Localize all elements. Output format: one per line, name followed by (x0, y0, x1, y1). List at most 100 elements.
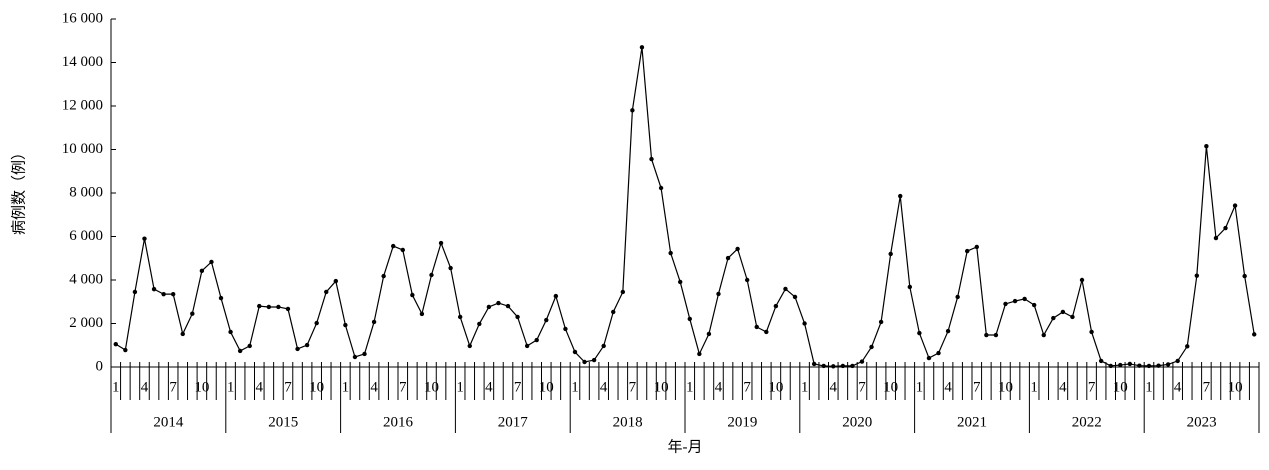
x-tick-label: 7 (514, 379, 522, 395)
x-tick-label: 1 (342, 379, 350, 395)
data-point (878, 319, 884, 325)
x-tick-label: 10 (309, 379, 324, 395)
data-point (218, 295, 224, 301)
year-label: 2021 (957, 414, 987, 430)
data-point (563, 326, 568, 332)
data-point (1051, 315, 1056, 321)
data-point (821, 363, 826, 369)
data-point (1137, 363, 1142, 368)
x-tick-label: 10 (654, 379, 669, 395)
x-tick-label: 4 (256, 379, 264, 395)
data-point (534, 337, 539, 343)
data-point (257, 303, 262, 309)
data-point (1252, 332, 1257, 337)
x-tick-label: 7 (973, 379, 981, 395)
x-tick-label: 4 (1174, 379, 1182, 395)
data-point (811, 361, 817, 367)
data-point (209, 259, 214, 265)
data-point (859, 359, 865, 364)
x-tick-label: 7 (284, 379, 292, 395)
x-tick-label: 7 (629, 379, 637, 395)
x-tick-label: 4 (1059, 379, 1067, 395)
x-tick-label: 7 (743, 379, 751, 395)
data-point (993, 332, 999, 338)
data-point (630, 108, 635, 113)
data-point (1156, 363, 1161, 368)
x-tick-label: 7 (1088, 379, 1096, 395)
x-tick-label: 1 (801, 379, 809, 395)
y-tick-label: 12 000 (62, 97, 103, 113)
data-point (1204, 144, 1209, 149)
data-line (115, 47, 1255, 367)
x-tick-label: 1 (1030, 379, 1038, 395)
x-tick-label: 1 (227, 379, 235, 395)
data-point (611, 309, 616, 315)
data-point (371, 319, 377, 325)
y-tick-label: 0 (96, 358, 104, 374)
y-tick-label: 2 000 (69, 315, 103, 331)
data-point (572, 349, 578, 355)
data-point (400, 247, 405, 253)
data-point (678, 279, 683, 285)
data-point (448, 265, 453, 271)
x-tick-label: 1 (1145, 379, 1153, 395)
data-point (524, 343, 530, 349)
data-point (792, 294, 798, 300)
data-point (161, 291, 166, 297)
data-point (132, 289, 138, 295)
data-point (850, 363, 855, 369)
y-tick-label: 4 000 (69, 271, 103, 287)
data-point (773, 303, 779, 309)
data-point (477, 321, 482, 327)
x-tick-label: 1 (456, 379, 464, 395)
y-tick-label: 6 000 (69, 228, 103, 244)
data-point (1118, 362, 1123, 368)
data-point (974, 244, 979, 250)
data-point (735, 246, 740, 252)
x-tick-label: 10 (998, 379, 1013, 395)
data-point (228, 329, 233, 335)
x-tick-label: 10 (1113, 379, 1128, 395)
data-point (601, 343, 606, 349)
data-point (237, 348, 243, 354)
y-tick-label: 14 000 (62, 54, 103, 70)
data-point (553, 293, 559, 299)
year-label: 2020 (842, 414, 872, 430)
data-point (457, 314, 463, 320)
data-point (1242, 273, 1247, 279)
x-tick-label: 10 (424, 379, 439, 395)
data-point (926, 355, 932, 361)
x-tick-label: 4 (141, 379, 149, 395)
data-point (764, 329, 769, 335)
data-point (113, 341, 118, 347)
data-point (936, 350, 941, 356)
year-label: 2015 (268, 414, 298, 430)
y-axis-label: 病例数（例） (10, 145, 27, 235)
x-tick-label: 4 (830, 379, 838, 395)
data-point (898, 193, 903, 199)
data-point (1012, 298, 1018, 304)
data-point (1031, 302, 1037, 308)
x-tick-label: 4 (485, 379, 493, 395)
data-point (687, 316, 692, 322)
data-point (840, 363, 846, 369)
data-point (1089, 329, 1094, 335)
data-point (1185, 344, 1190, 349)
data-point (1041, 332, 1046, 338)
data-point (314, 320, 319, 326)
data-point (304, 342, 310, 348)
data-point (754, 324, 759, 330)
x-tick-label: 10 (1228, 379, 1243, 395)
data-point (1175, 358, 1180, 364)
data-point (1232, 203, 1238, 208)
data-point (802, 321, 807, 326)
data-point (744, 277, 750, 283)
data-point (1079, 277, 1085, 283)
x-tick-label: 10 (194, 379, 209, 395)
data-point (429, 272, 434, 278)
year-label: 2023 (1187, 414, 1217, 430)
y-tick-label: 16 000 (62, 10, 103, 26)
x-tick-label: 7 (858, 379, 866, 395)
data-point (1108, 363, 1113, 369)
